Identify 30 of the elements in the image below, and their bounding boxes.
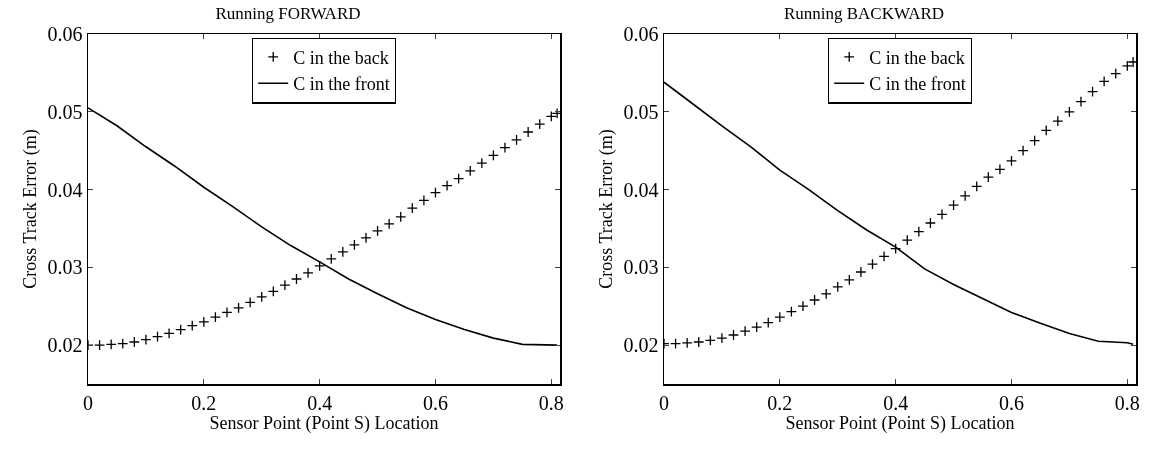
legend-label: C in the front — [293, 74, 390, 95]
y-tick-label: 0.03 — [47, 256, 83, 279]
y-tick-label: 0.04 — [47, 178, 83, 201]
x-tick-label: 0 — [83, 391, 93, 414]
chart-title: Running BACKWARD — [783, 3, 945, 23]
x-axis-title: Sensor Point (Point S) Location — [209, 413, 439, 435]
y-tick-label: 0.06 — [47, 23, 83, 45]
y-tick-label: 0.02 — [623, 334, 659, 357]
legend-label: C in the back — [869, 47, 965, 68]
y-tick-label: 0.03 — [623, 256, 659, 279]
x-tick-label: 0.8 — [538, 391, 564, 414]
y-axis-title: Cross Track Error (m) — [19, 129, 41, 289]
x-tick-label: 0.4 — [883, 391, 909, 414]
y-tick-label: 0.05 — [47, 100, 83, 123]
x-tick-label: 0.8 — [1114, 391, 1140, 414]
y-tick-label: 0.05 — [623, 100, 659, 123]
x-tick-label: 0.2 — [767, 391, 793, 414]
legend-label: C in the front — [869, 74, 966, 95]
x-tick-label: 0.2 — [191, 391, 217, 414]
x-tick-label: 0.6 — [998, 391, 1024, 414]
x-tick-label: 0 — [659, 391, 669, 414]
y-tick-label: 0.04 — [623, 178, 659, 201]
x-tick-label: 0.6 — [422, 391, 448, 414]
y-axis-title: Cross Track Error (m) — [595, 129, 617, 289]
chart-title: Running FORWARD — [215, 3, 361, 23]
y-tick-label: 0.06 — [623, 23, 659, 45]
x-axis-title: Sensor Point (Point S) Location — [785, 413, 1015, 435]
y-tick-label: 0.02 — [47, 334, 83, 357]
x-tick-label: 0.4 — [307, 391, 333, 414]
legend-label: C in the back — [293, 47, 389, 68]
